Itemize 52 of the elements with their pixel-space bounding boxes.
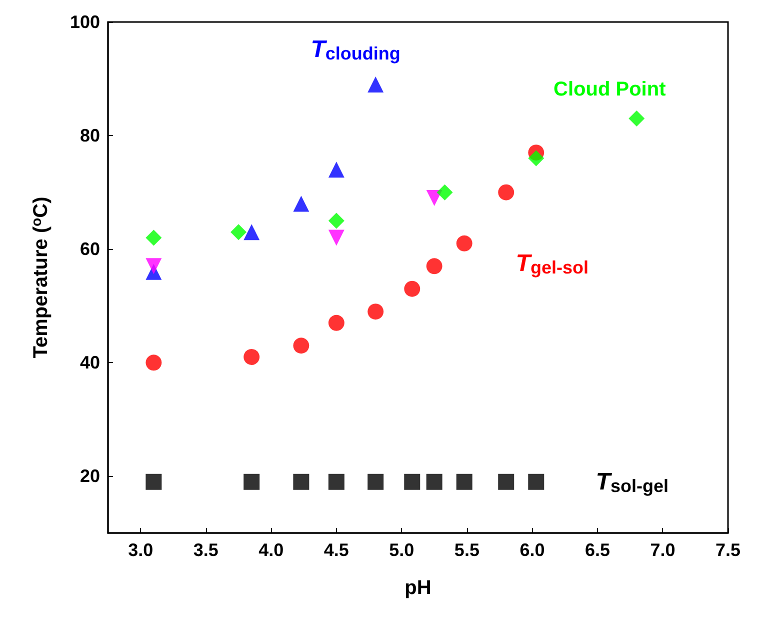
point (293, 196, 310, 212)
x-tick-label: 5.5 (454, 540, 480, 560)
point (328, 162, 344, 178)
point (230, 224, 247, 240)
y-tick-label: 80 (80, 126, 100, 146)
point (368, 474, 384, 490)
series-label: Tclouding (310, 36, 400, 64)
text: Tsol-gel (596, 468, 668, 496)
x-tick-label: 6.5 (584, 540, 610, 560)
point (293, 474, 310, 490)
point (498, 474, 514, 490)
series-label: Cloud Point (554, 78, 666, 101)
point (328, 212, 344, 229)
y-tick-label: 100 (70, 12, 100, 32)
point (528, 474, 544, 490)
x-tick-label: 4.0 (258, 540, 284, 560)
x-tick-label: 6.0 (520, 540, 545, 560)
point (146, 354, 162, 371)
point (146, 230, 162, 246)
point (244, 348, 260, 365)
y-tick-label: 60 (80, 239, 100, 260)
point (404, 280, 420, 297)
point (328, 474, 344, 490)
point (146, 474, 162, 490)
point (436, 184, 453, 200)
x-tick-label: 3.5 (193, 540, 218, 560)
x-tick-label: 4.5 (324, 540, 349, 560)
point (628, 110, 645, 127)
point (456, 474, 472, 490)
point (426, 258, 442, 274)
point (328, 314, 344, 331)
point (368, 304, 384, 320)
y-tick-label: 20 (80, 466, 100, 486)
x-tick-label: 7.5 (715, 540, 741, 560)
point (498, 184, 514, 200)
point (244, 474, 260, 490)
x-tick-label: 3.0 (128, 540, 154, 560)
y-tick-label: 40 (80, 352, 100, 373)
point (293, 338, 310, 354)
series-label: Tgel-sol (516, 250, 588, 278)
point (426, 474, 442, 490)
y-axis-title: Temperature (oC) (28, 196, 52, 358)
point (404, 474, 420, 490)
point (244, 224, 260, 240)
point (368, 76, 384, 92)
x-tick-label: 7.0 (650, 540, 676, 560)
x-tick-label: 5.0 (389, 540, 414, 560)
x-axis-title: pH (404, 577, 432, 599)
point (146, 258, 162, 274)
point (328, 230, 344, 246)
point (456, 235, 472, 252)
point (528, 150, 544, 166)
